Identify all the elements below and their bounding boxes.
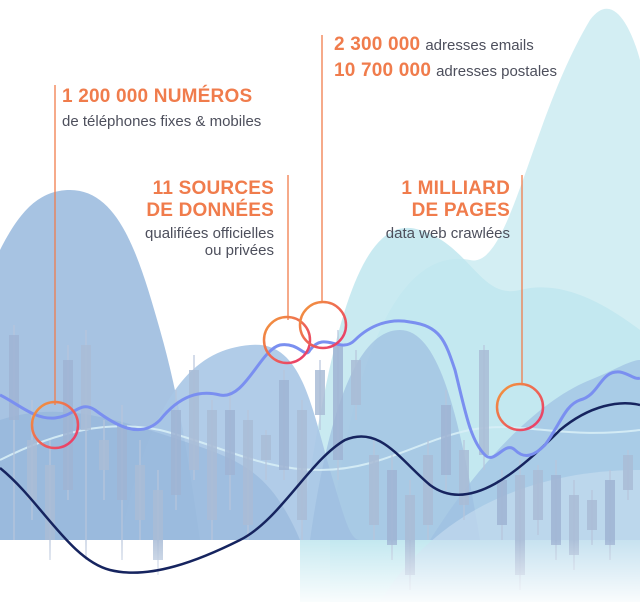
emails-row: 2 300 000 adresses emails xyxy=(334,34,557,56)
postal-row: 10 700 000 adresses postales xyxy=(334,60,557,82)
orange-pink-ring-icon xyxy=(30,400,80,450)
candle-body xyxy=(63,360,73,490)
candle-body xyxy=(351,360,361,405)
callout-phones: 1 200 000 NUMÉROS de téléphones fixes & … xyxy=(62,86,261,130)
phones-detail: de téléphones fixes & mobiles xyxy=(62,112,262,130)
candle-body xyxy=(623,455,633,490)
candle-body xyxy=(81,345,91,430)
pages-detail: data web crawlées xyxy=(385,224,510,242)
bottom-fade xyxy=(0,540,640,602)
mountain-low-left xyxy=(0,411,300,540)
callout-pages: 1 MILLIARD DE PAGES data web crawlées xyxy=(386,178,510,242)
sources-detail-line1: qualifiées officielles xyxy=(145,224,274,242)
candle-body xyxy=(459,450,469,505)
sources-detail-line2: ou privées xyxy=(204,241,274,259)
candle-body xyxy=(297,410,307,520)
orange-pink-ring-icon xyxy=(495,382,545,432)
blue-trend-line xyxy=(0,319,640,459)
candle-body xyxy=(605,480,615,545)
emails-number: 2 300 000 xyxy=(334,34,421,55)
candle-body xyxy=(189,370,199,470)
pages-headline-line1: 1 MILLIARD xyxy=(401,178,510,199)
candle-body xyxy=(551,475,561,545)
candle-body xyxy=(497,480,507,525)
candle-body xyxy=(9,335,19,420)
sources-headline-line2: DE DONNÉES xyxy=(146,199,274,221)
candle-body xyxy=(405,495,415,575)
phones-headline: 1 200 000 NUMÉROS xyxy=(62,86,253,107)
emails-label: adresses emails xyxy=(425,37,534,54)
candle-body xyxy=(117,425,127,500)
candle-body xyxy=(569,495,579,555)
candle-body xyxy=(153,490,163,560)
candle-body xyxy=(423,455,433,525)
candle-body xyxy=(369,455,379,525)
candle-body xyxy=(315,370,325,415)
orange-pink-ring-icon xyxy=(298,300,348,350)
candlestick-series xyxy=(9,325,633,590)
postal-label: adresses postales xyxy=(436,62,557,80)
candle-body xyxy=(45,465,55,540)
callout-sources: 11 SOURCES DE DONNÉES qualifiées officie… xyxy=(145,178,274,259)
orange-pink-ring-icon xyxy=(262,315,312,365)
candle-body xyxy=(387,470,397,545)
candle-body xyxy=(99,440,109,470)
candle-body xyxy=(587,500,597,530)
candle-body xyxy=(225,410,235,475)
candle-body xyxy=(27,440,37,500)
pages-headline-line2: DE PAGES xyxy=(411,199,510,221)
candle-body xyxy=(533,470,543,520)
postal-number: 10 700 000 xyxy=(334,59,432,81)
candle-body xyxy=(243,420,253,525)
candle-body xyxy=(135,465,145,520)
candle-body xyxy=(515,475,525,575)
candle-body xyxy=(261,435,271,460)
candle-body xyxy=(479,350,489,455)
wave-light-line xyxy=(0,425,640,472)
sources-headline-line1: 11 SOURCES xyxy=(152,178,274,199)
candle-body xyxy=(441,405,451,475)
callout-contacts: 2 300 000 adresses emails 10 700 000 adres… xyxy=(334,34,557,82)
candle-body xyxy=(279,380,289,470)
candle-body xyxy=(171,410,181,495)
candle-body xyxy=(207,410,217,520)
candle-body xyxy=(333,345,343,460)
